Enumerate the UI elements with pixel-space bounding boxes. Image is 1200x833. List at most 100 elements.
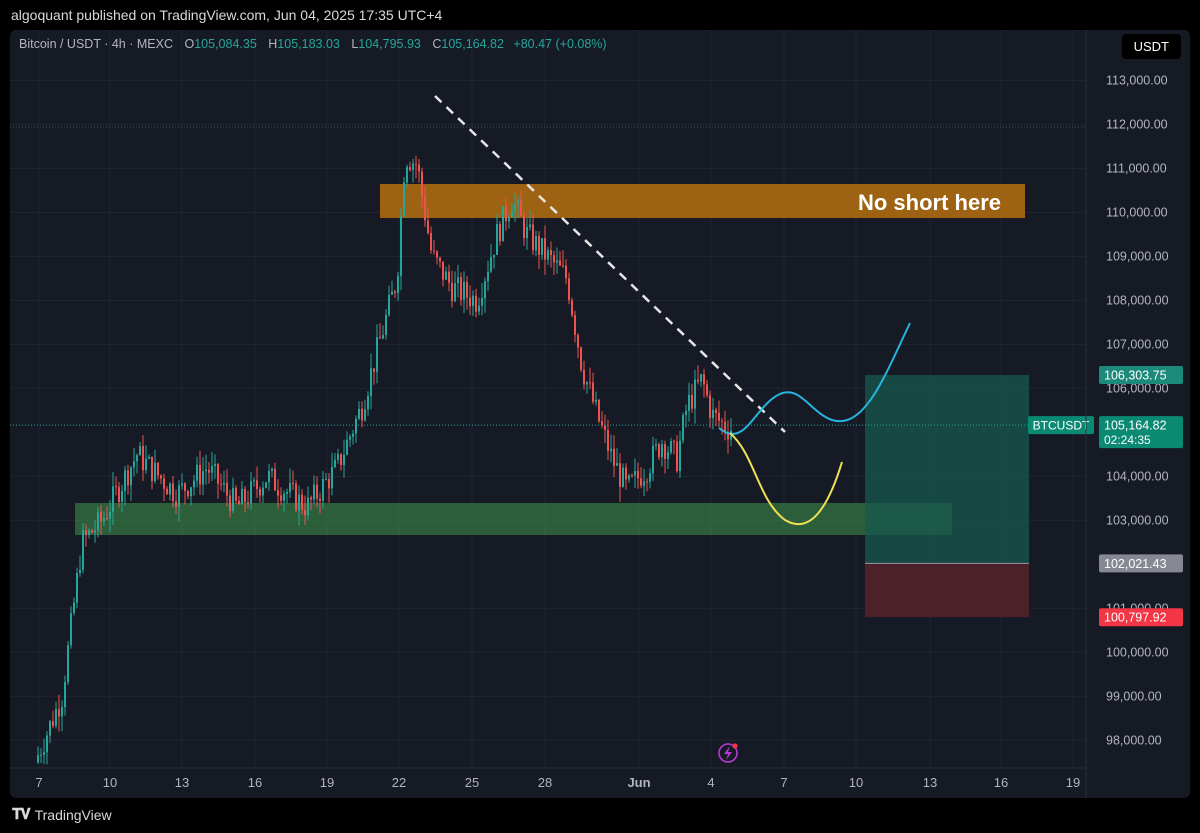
candle-down (235, 487, 237, 501)
candle-up (472, 295, 474, 307)
candle-up (397, 275, 399, 294)
candle-up (286, 491, 288, 494)
notification-dot (732, 743, 738, 749)
candle-up (307, 497, 309, 516)
candle-up (517, 200, 519, 205)
candle-up (130, 467, 132, 486)
candle-down (316, 484, 318, 499)
candle-up (667, 452, 669, 459)
close-label: C (432, 37, 442, 51)
currency-button[interactable]: USDT (1121, 34, 1181, 59)
price-chart[interactable]: No short here 113,000.00 112,000.00 111,000… (10, 30, 1190, 798)
candle-down (292, 483, 294, 485)
candle-up (649, 473, 651, 482)
candle-down (580, 347, 582, 370)
candle-down (256, 480, 258, 490)
candle-up (367, 395, 369, 410)
candle-up (313, 484, 315, 500)
candle-down (520, 200, 522, 216)
candle-down (328, 478, 330, 489)
time-axis-label: 10 (849, 775, 863, 790)
stop-price-badge-bg (1099, 608, 1183, 627)
support-zone (75, 503, 952, 535)
time-axis-label: 19 (1066, 775, 1080, 790)
candle-up (271, 468, 273, 472)
candle-up (214, 464, 216, 466)
candle-up (283, 493, 285, 501)
candle-up (67, 645, 69, 683)
candle-up (661, 444, 663, 458)
candle-down (247, 502, 249, 504)
candle-up (223, 482, 225, 485)
candle-down (421, 171, 423, 196)
candle-down (574, 315, 576, 335)
candle-up (655, 444, 657, 446)
time-axis-label: 10 (103, 775, 117, 790)
tradingview-footer[interactable]: 𝐓𝐕 TradingView (12, 806, 112, 823)
candle-down (538, 235, 540, 255)
candle-up (484, 281, 486, 299)
candle-up (205, 469, 207, 472)
candle-up (529, 224, 531, 228)
close-value: 105,164.82 (441, 37, 504, 51)
candle-up (196, 464, 198, 481)
candle-down (100, 511, 102, 522)
candle-up (232, 487, 234, 511)
lightning-icon[interactable] (718, 743, 738, 763)
candle-down (373, 368, 375, 372)
candle-up (40, 754, 42, 756)
time-axis-label: 7 (35, 775, 42, 790)
candle-up (88, 530, 90, 536)
time-axis-label: 13 (923, 775, 937, 790)
candle-up (322, 479, 324, 501)
symbol-legend: Bitcoin / USDT · 4h · MEXC O105,084.35 H… (19, 37, 607, 51)
candle-down (592, 382, 594, 402)
chart-panel[interactable]: No short here 113,000.00 112,000.00 111,000… (10, 30, 1190, 798)
candle-up (463, 281, 465, 300)
candle-up (376, 337, 378, 372)
candle-up (682, 415, 684, 441)
candle-down (532, 224, 534, 251)
current-price-badge-bg (1099, 416, 1183, 449)
candle-down (226, 482, 228, 496)
candle-up (595, 399, 597, 402)
candle-up (178, 485, 180, 508)
candle-up (43, 752, 45, 755)
price-axis-label: 111,000.00 (1106, 162, 1167, 176)
time-axis-label: 25 (465, 775, 479, 790)
symbol-exchange: MEXC (136, 37, 173, 51)
candle-down (229, 495, 231, 511)
candle-down (274, 468, 276, 491)
candle-up (388, 294, 390, 315)
candle-down (598, 399, 600, 422)
candle-down (706, 384, 708, 396)
candle-up (193, 480, 195, 488)
candle-down (718, 412, 720, 421)
candle-up (487, 271, 489, 282)
candle-down (244, 488, 246, 503)
price-axis-label: 112,000.00 (1106, 118, 1168, 132)
candle-down (58, 709, 60, 717)
candle-down (238, 500, 240, 505)
candle-down (163, 478, 165, 489)
candle-up (337, 454, 339, 460)
candle-up (586, 382, 588, 385)
candle-down (127, 470, 129, 486)
time-axis-label: Jun (627, 775, 650, 790)
candle-up (94, 530, 96, 533)
price-axis-label: 107,000.00 (1106, 337, 1169, 351)
candle-down (427, 220, 429, 233)
candle-down (559, 260, 561, 266)
candle-down (562, 265, 564, 267)
candle-up (688, 394, 690, 412)
target-price-badge-bg (1099, 366, 1183, 385)
candle-down (319, 498, 321, 501)
candle-up (457, 277, 459, 284)
candle-up (262, 487, 264, 496)
candle-down (280, 495, 282, 501)
candle-up (46, 735, 48, 753)
candle-up (82, 530, 84, 570)
candle-up (76, 573, 78, 603)
candle-down (631, 475, 633, 477)
price-axis-label: 104,000.00 (1106, 469, 1169, 483)
